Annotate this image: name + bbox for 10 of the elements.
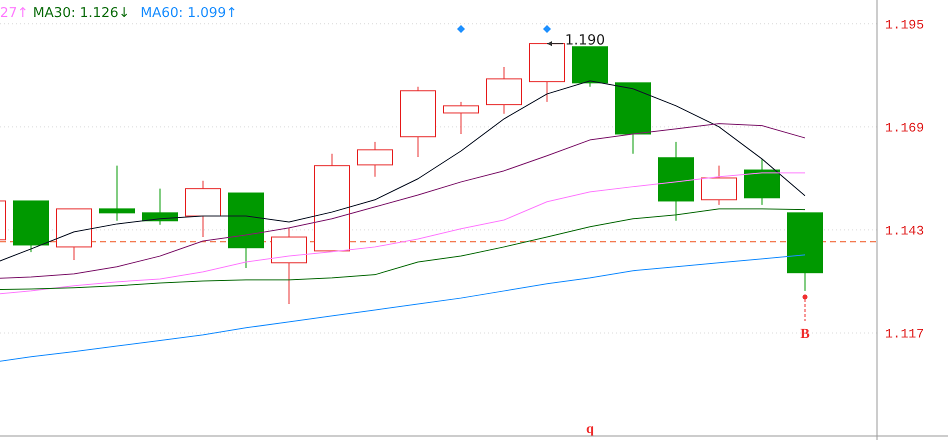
annotation: 27↑ xyxy=(0,5,28,21)
annotation: MA30: 1.126↓ xyxy=(32,5,130,21)
annotation: 1.190 xyxy=(565,32,606,49)
annotation: B xyxy=(800,327,810,342)
annotation: MA60: 1.099↑ xyxy=(140,5,238,21)
y-tick-label: 1.169 xyxy=(885,120,924,136)
y-tick-label: 1.143 xyxy=(885,223,924,238)
y-tick-label: 1.117 xyxy=(885,326,924,342)
candlestick xyxy=(99,165,135,222)
y-tick-label: 1.195 xyxy=(885,17,924,32)
